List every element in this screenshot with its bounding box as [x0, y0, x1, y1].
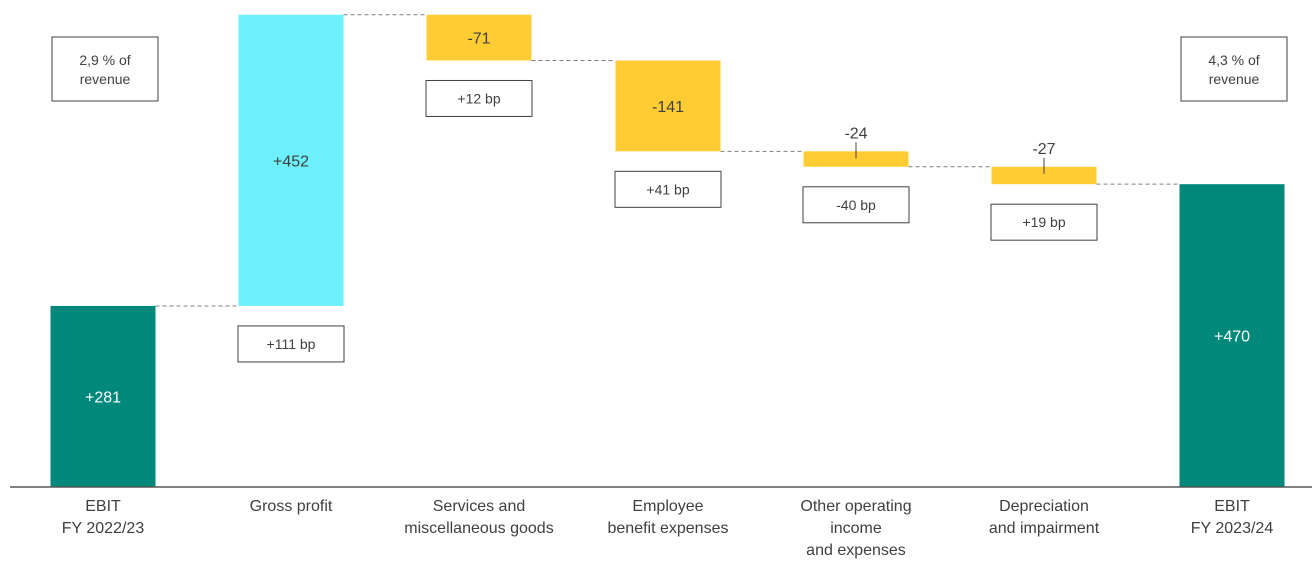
value-label: -141: [652, 99, 684, 116]
category-label: Other operating: [800, 498, 911, 515]
category-label: EBIT: [85, 498, 121, 515]
bp-label: +41 bp: [646, 181, 689, 197]
category-label: Depreciation: [999, 498, 1089, 515]
bp-label: +111 bp: [267, 336, 316, 352]
bar: [991, 166, 1097, 185]
value-label: -71: [467, 31, 490, 48]
bar: [803, 151, 909, 167]
bar: [50, 305, 156, 487]
category-label: Services and: [433, 498, 526, 515]
bp-box: [990, 203, 1098, 241]
category-label: and expenses: [806, 542, 906, 559]
bp-box: [237, 325, 345, 363]
margin-note-box: [51, 36, 159, 102]
value-label: -24: [844, 125, 867, 142]
margin-note-text: 4,3 % of: [1208, 52, 1259, 68]
bar: [426, 14, 532, 61]
value-label: +281: [85, 389, 121, 406]
bar: [615, 60, 721, 152]
value-label: +452: [273, 153, 309, 170]
margin-note-text: 2,9 % of: [79, 52, 130, 68]
category-label: Gross profit: [250, 498, 333, 515]
bar: [1179, 184, 1285, 487]
margin-note-text: revenue: [1209, 71, 1260, 87]
category-label: Employee: [632, 498, 703, 515]
bar: [238, 14, 344, 306]
category-label: and impairment: [989, 520, 1100, 537]
category-label: EBIT: [1214, 498, 1250, 515]
category-label: FY 2023/24: [1191, 520, 1274, 537]
bp-box: [425, 79, 533, 117]
margin-note-text: revenue: [80, 71, 131, 87]
bp-label: -40 bp: [836, 197, 876, 213]
margin-note-box: [1180, 36, 1288, 102]
value-label: +470: [1214, 329, 1250, 346]
value-label: -27: [1032, 141, 1055, 158]
bp-label: +19 bp: [1022, 214, 1065, 230]
bp-label: +12 bp: [457, 90, 500, 106]
bp-box: [802, 186, 910, 224]
bp-box: [614, 170, 722, 208]
category-label: miscellaneous goods: [404, 520, 553, 537]
category-label: FY 2022/23: [62, 520, 145, 537]
category-label: benefit expenses: [608, 520, 729, 537]
category-label: income: [830, 520, 882, 537]
